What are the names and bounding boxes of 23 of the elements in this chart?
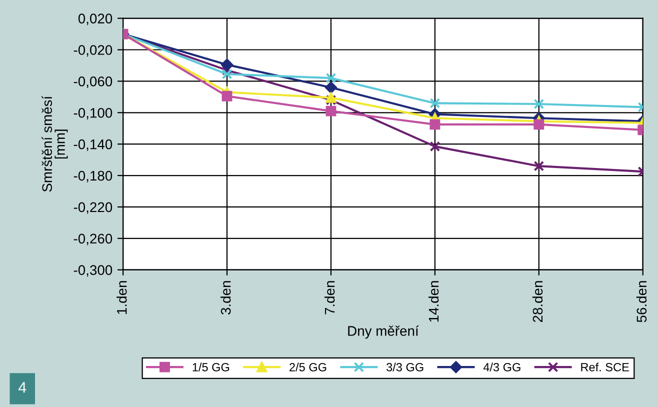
legend-label: 1/5 GG	[192, 362, 230, 372]
x-tick-label: 3.den	[220, 281, 231, 314]
y-tick-label: -0,140	[74, 139, 112, 151]
y-tick-label: -0,220	[74, 202, 112, 214]
legend-label: 3/3 GG	[386, 362, 424, 372]
y-tick-label: 0,020	[78, 14, 112, 26]
y-tick-label: -0,300	[74, 265, 112, 277]
y-axis-title: Smrštění směsí [mm]	[42, 96, 68, 192]
y-tick-label: -0,180	[74, 170, 112, 182]
y-tick-label: -0,260	[74, 234, 112, 246]
x-tick-label: 56.den	[636, 281, 647, 322]
x-axis-title: Dny měření	[348, 326, 419, 339]
legend-label: 4/3 GG	[483, 362, 520, 372]
text: 4	[18, 382, 26, 393]
x-tick-label: 28.den	[532, 281, 543, 322]
y-tick-label: -0,060	[74, 76, 112, 88]
legend-label: 2/5 GG	[290, 362, 326, 372]
x-tick-label: 1.den	[116, 281, 127, 314]
legend-label: Ref. SCE	[581, 362, 629, 372]
x-tick-label: 7.den	[324, 281, 335, 314]
x-tick-label: 14.den	[428, 281, 439, 322]
y-tick-label: -0,100	[74, 108, 112, 120]
y-tick-label: -0,020	[74, 45, 112, 57]
